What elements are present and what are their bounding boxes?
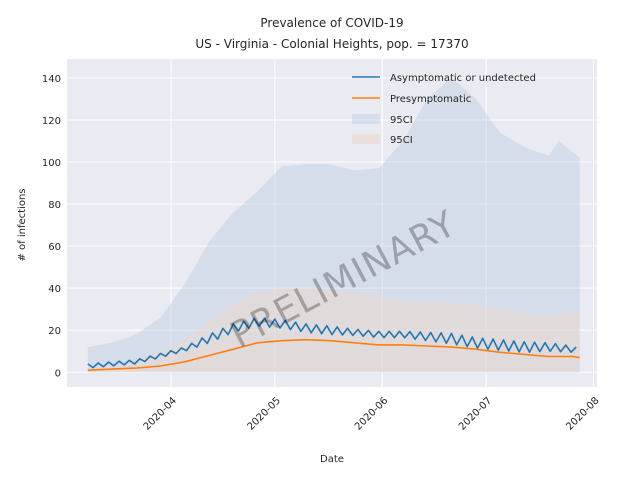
legend-label-ci-presymptomatic: 95CI	[390, 135, 413, 146]
chart-subtitle: US - Virginia - Colonial Heights, pop. =…	[195, 37, 468, 51]
y-tick-label: 40	[48, 284, 61, 295]
y-tick-label: 120	[42, 116, 61, 127]
y-axis-ticks: 0 20 40 60 80 100 120 140	[42, 74, 61, 379]
x-tick-label: 2020-05	[246, 395, 283, 432]
ci-band-0	[87, 77, 580, 373]
confidence-bands	[87, 77, 580, 373]
x-tick-label: 2020-07	[457, 395, 494, 432]
series-line-1	[87, 338, 580, 371]
legend-label-ci-asymptomatic: 95CI	[390, 115, 413, 126]
x-axis-label: Date	[320, 454, 344, 465]
y-tick-label: 20	[48, 326, 61, 337]
x-tick-label: 2020-04	[142, 395, 179, 432]
x-tick-label: 2020-08	[564, 395, 601, 432]
y-tick-label: 100	[42, 158, 61, 169]
x-axis-ticks: 2020-04 2020-05 2020-06 2020-07 2020-08	[142, 395, 602, 432]
legend: Asymptomatic or undetected Presymptomati…	[352, 73, 536, 146]
y-tick-label: 140	[42, 74, 61, 85]
y-tick-label: 0	[55, 368, 61, 379]
chart-title: Prevalence of COVID-19	[260, 16, 403, 30]
ci-band-1	[87, 288, 580, 373]
series-line-0	[87, 317, 577, 369]
series-lines	[87, 317, 580, 371]
legend-swatch-ci-asymptomatic	[352, 114, 380, 124]
legend-label-asymptomatic: Asymptomatic or undetected	[390, 73, 536, 84]
y-tick-label: 60	[48, 242, 61, 253]
y-tick-label: 80	[48, 200, 61, 211]
legend-label-presymptomatic: Presymptomatic	[390, 94, 471, 105]
x-tick-label: 2020-06	[353, 395, 390, 432]
y-axis-label: # of infections	[17, 188, 28, 261]
legend-swatch-ci-presymptomatic	[352, 134, 380, 144]
